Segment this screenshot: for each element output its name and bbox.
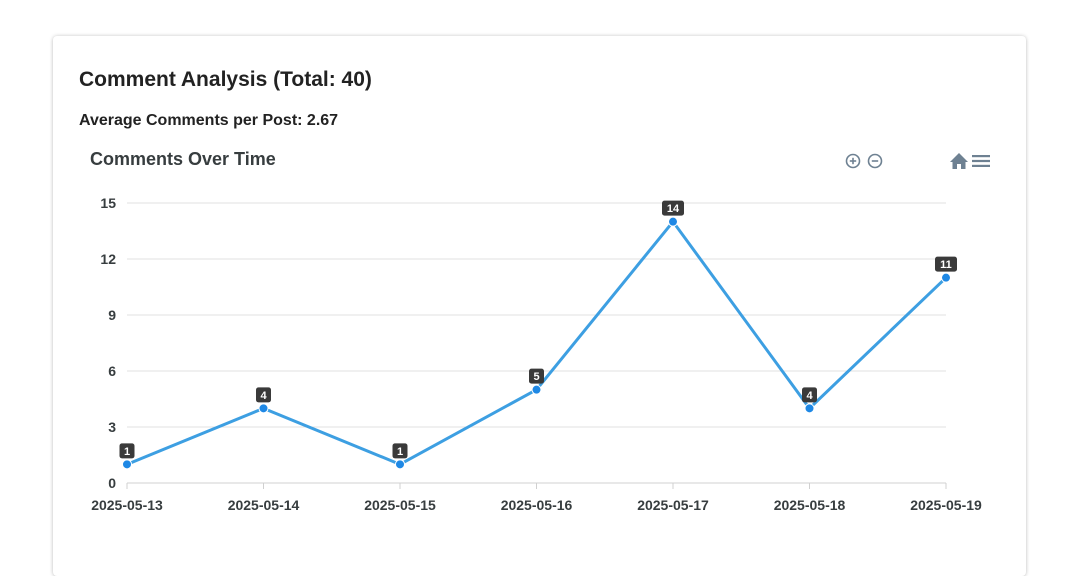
data-label-bg: [119, 443, 135, 459]
data-point: [804, 403, 815, 414]
home-icon[interactable]: [950, 153, 968, 169]
data-label-text: 4: [260, 390, 267, 402]
y-tick-label: 3: [108, 419, 116, 435]
data-label: 11: [935, 256, 957, 272]
data-point: [122, 459, 132, 470]
data-label: 14: [662, 200, 684, 216]
x-tick-label: 2025-05-14: [228, 497, 300, 513]
series-line: [126, 219, 948, 466]
zoom-in-icon[interactable]: [845, 153, 861, 169]
data-label-text: 1: [397, 446, 403, 458]
x-tick-label: 2025-05-13: [91, 497, 163, 513]
card-title: Comment Analysis (Total: 40): [79, 68, 372, 91]
data-label-text: 14: [667, 203, 680, 215]
data-point: [258, 403, 269, 414]
average-comments-text: Average Comments per Post: 2.67: [79, 112, 339, 129]
data-label: 4: [256, 387, 271, 403]
data-label: 4: [802, 387, 817, 403]
data-point: [531, 384, 542, 395]
x-tick-label: 2025-05-17: [637, 497, 709, 513]
data-point: [668, 216, 678, 227]
chart-title: Comments Over Time: [90, 149, 276, 169]
chart-card: Comment Analysis (Total: 40) Average Com…: [53, 36, 1026, 576]
y-tick-label: 9: [108, 307, 116, 323]
data-point: [395, 459, 405, 470]
data-label-bg: [256, 387, 271, 403]
data-label-text: 1: [124, 446, 130, 458]
data-label-bg: [935, 256, 957, 272]
menu-icon[interactable]: [972, 155, 990, 167]
zoom-out-icon[interactable]: [867, 153, 883, 169]
data-label-text: 11: [940, 259, 952, 271]
series-layer: [122, 216, 951, 470]
data-label-text: 5: [533, 371, 539, 383]
data-label: 5: [529, 368, 544, 384]
data-label-bg: [662, 200, 684, 216]
x-tick-label: 2025-05-18: [774, 497, 846, 513]
data-label-text: 4: [806, 390, 813, 402]
y-tick-label: 15: [100, 195, 116, 211]
x-tick-label: 2025-05-16: [501, 497, 573, 513]
data-label: 1: [392, 443, 408, 459]
data-point: [941, 272, 951, 283]
x-axis: 2025-05-13 2025-05-14 2025-05-15 2025-05-16…: [91, 482, 982, 513]
y-tick-label: 12: [100, 251, 116, 267]
data-label-bg: [529, 368, 544, 384]
y-tick-label: 0: [108, 475, 116, 491]
data-label-bg: [392, 443, 408, 459]
y-axis: 0 3 6 9 12 15: [100, 195, 116, 491]
x-tick-label: 2025-05-19: [910, 497, 982, 513]
y-tick-label: 6: [108, 363, 116, 379]
x-tick-label: 2025-05-15: [364, 497, 436, 513]
data-label: 1: [119, 443, 135, 459]
data-label-bg: [802, 387, 817, 403]
